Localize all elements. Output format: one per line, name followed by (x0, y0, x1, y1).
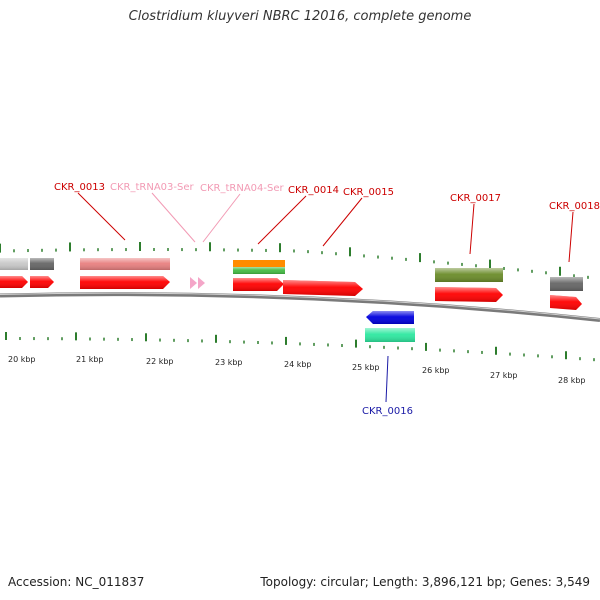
gene-label-ckr-0015[interactable]: CKR_0015 (343, 187, 394, 198)
leader-line-ckr-0016 (385, 355, 389, 403)
accession-text: Accession: NC_011837 (8, 575, 145, 589)
leader-line-ckr-trna04-ser (202, 193, 241, 243)
gene-label-ckr-0018[interactable]: CKR_0018 (549, 201, 600, 212)
scale-label-23kbp: 23 kbp (215, 358, 243, 367)
scale-label-21kbp: 21 kbp (76, 355, 104, 364)
cds-arrow-ckr-0018[interactable] (550, 295, 582, 310)
cds-arrow-left-1[interactable] (0, 276, 28, 288)
trna-arrow-ckr-trna04-ser[interactable] (198, 277, 205, 289)
feature-ckr-0018-dark-gray[interactable] (550, 277, 583, 291)
leader-line-ckr-trna03-ser (151, 192, 196, 243)
inner-tick-ring (5, 332, 595, 362)
cds-arrow-ckr-0015[interactable] (283, 280, 363, 296)
gene-label-ckr-trna03-ser[interactable]: CKR_tRNA03-Ser (110, 182, 195, 193)
leader-line-ckr-0017 (469, 203, 475, 255)
feature-light-gray-left[interactable] (0, 258, 28, 270)
feature-ckr-0014-orange[interactable] (233, 260, 285, 267)
gene-label-ckr-0014[interactable]: CKR_0014 (288, 185, 339, 196)
feature-ckr-0014-green[interactable] (233, 267, 285, 274)
scale-label-28kbp: 28 kbp (558, 376, 586, 385)
cds-arrow-left-2[interactable] (30, 276, 54, 288)
feature-ckr-0013-salmon[interactable] (80, 258, 170, 270)
gene-label-ckr-0017[interactable]: CKR_0017 (450, 193, 501, 204)
scale-label-22kbp: 22 kbp (146, 357, 174, 366)
scale-label-24kbp: 24 kbp (284, 360, 312, 369)
cds-arrow-ckr-0016-reverse[interactable] (366, 311, 414, 324)
trna-arrow-ckr-trna03-ser[interactable] (190, 277, 197, 289)
genome-summary-text: Topology: circular; Length: 3,896,121 bp… (260, 575, 590, 589)
cds-arrow-ckr-0013[interactable] (80, 276, 170, 289)
scale-label-20kbp: 20 kbp (8, 355, 36, 364)
scale-label-26kbp: 26 kbp (422, 366, 450, 375)
feature-ckr-0017-olive[interactable] (435, 268, 503, 282)
leader-line-ckr-0013 (77, 192, 126, 241)
leader-line-ckr-0014 (257, 195, 307, 245)
genome-backbone (0, 292, 600, 322)
cds-arrow-ckr-0017[interactable] (435, 287, 503, 302)
feature-ckr-0016-teal[interactable] (365, 328, 415, 342)
outer-tick-ring (0, 242, 589, 279)
scale-label-27kbp: 27 kbp (490, 371, 518, 380)
gene-label-ckr-trna04-ser[interactable]: CKR_tRNA04-Ser (200, 183, 285, 194)
cds-arrow-ckr-0014[interactable] (233, 278, 284, 291)
leader-line-ckr-0018 (568, 211, 574, 263)
feature-dark-gray-left[interactable] (30, 258, 54, 270)
scale-label-25kbp: 25 kbp (352, 363, 380, 372)
map-title: Clostridium kluyveri NBRC 12016, complet… (128, 9, 472, 24)
leader-line-ckr-0015 (322, 197, 363, 247)
gene-label-ckr-0013[interactable]: CKR_0013 (54, 182, 105, 193)
gene-label-ckr-0016[interactable]: CKR_0016 (362, 406, 413, 417)
genome-backbone-highlight (0, 292, 600, 320)
